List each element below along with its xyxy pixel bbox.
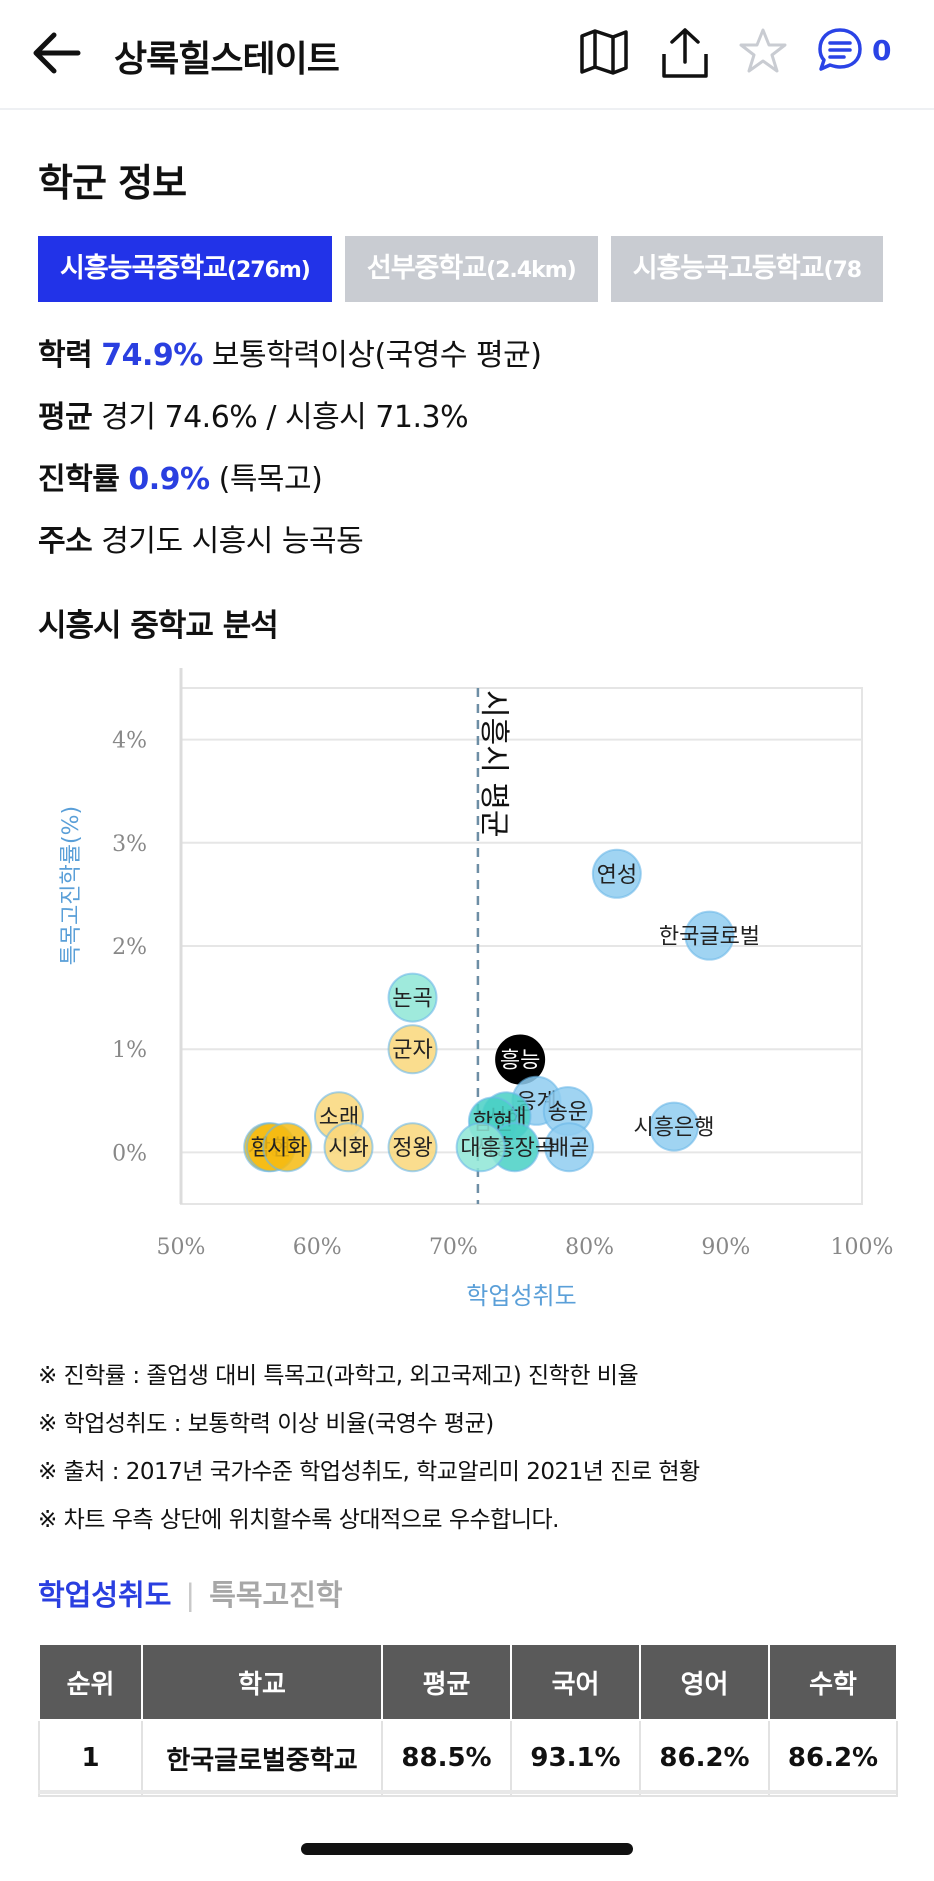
average-row: 평균 경기 74.6% / 시흥시 71.3% [38, 392, 469, 436]
school-info-title: 학군 정보 [38, 161, 187, 205]
data-point-label: 한국글로벌 [659, 925, 760, 950]
comment-count[interactable]: 0 [872, 34, 892, 67]
advance-desc: (특목고) [218, 462, 323, 497]
data-point-label: 시화 [267, 1136, 307, 1161]
comment-icon[interactable] [816, 26, 864, 74]
x-axis-label: 학업성취도 [466, 1282, 576, 1310]
data-point-label: 연성 [597, 863, 637, 888]
ranking-subtabs: 학업성취도 | 특목고진학 [38, 1572, 343, 1614]
address-row: 주소 경기도 시흥시 능곡동 [38, 516, 364, 560]
header-rank[interactable]: 순위 [38, 1643, 143, 1721]
school-tabs: 시흥능곡중학교(276m) 선부중학교(2.4km) 시흥능곡고등학교(78 [38, 236, 896, 302]
data-point-label: 흥능 [500, 1049, 540, 1074]
x-tick-label: 90% [701, 1235, 750, 1260]
table-header-row: 순위 학교 평균 국어 영어 수학 [38, 1643, 898, 1721]
data-point [544, 1122, 595, 1173]
y-tick-label: 3% [112, 832, 147, 857]
header-math[interactable]: 수학 [768, 1643, 898, 1721]
data-point [455, 1122, 506, 1173]
cell-school: 한국글로벌중학교 [141, 1719, 383, 1797]
header-korean[interactable]: 국어 [510, 1643, 641, 1721]
header-english[interactable]: 영어 [639, 1643, 770, 1721]
back-arrow-icon[interactable] [30, 28, 84, 78]
data-point [323, 1122, 374, 1173]
header-average[interactable]: 평균 [381, 1643, 512, 1721]
cell-average: 88.5% [381, 1719, 512, 1797]
achievement-label: 학력 [38, 338, 93, 373]
note-source: ※ 출처 : 2017년 국가수준 학업성취도, 학교알리미 2021년 진로 … [38, 1459, 700, 1485]
header-school[interactable]: 학교 [141, 1643, 383, 1721]
address-label: 주소 [38, 524, 93, 559]
data-point [262, 1122, 313, 1173]
table-row[interactable]: 1 한국글로벌중학교 88.5% 93.1% 86.2% 86.2% [38, 1719, 898, 1797]
data-point-label: 시화 [328, 1136, 368, 1161]
x-tick-label: 70% [429, 1235, 478, 1260]
note-advance-rate: ※ 진학률 : 졸업생 대비 특목고(과학고, 외고국제고) 진학한 비율 [38, 1363, 639, 1389]
data-point-label: 배곧 [549, 1136, 589, 1161]
advance-value: 0.9% [128, 462, 210, 497]
cell-rank: 1 [38, 1719, 143, 1797]
achievement-row: 학력 74.9% 보통학력이상(국영수 평균) [38, 330, 542, 374]
data-point-label: 논곡 [392, 987, 432, 1012]
x-tick-label: 50% [157, 1235, 206, 1260]
app-header: 상록힐스테이트 0 [0, 0, 934, 110]
y-axis-label: 특목고진학률(%) [59, 806, 84, 966]
note-achievement: ※ 학업성취도 : 보통학력 이상 비율(국영수 평균) [38, 1411, 494, 1437]
page-title: 상록힐스테이트 [114, 39, 340, 80]
data-point-label: 송운 [548, 1100, 588, 1125]
data-point [684, 910, 735, 961]
average-reference-label: 시흥시 평균 [476, 690, 511, 838]
x-tick-label: 80% [565, 1235, 614, 1260]
data-point-label: 시흥은행 [634, 1116, 715, 1141]
advance-label: 진학률 [38, 462, 120, 497]
home-indicator [301, 1843, 633, 1855]
y-tick-label: 1% [112, 1038, 147, 1063]
subtab-divider: | [185, 1578, 196, 1612]
data-point [387, 1122, 438, 1173]
average-label: 평균 [38, 400, 93, 435]
achievement-desc: 보통학력이상(국영수 평균) [211, 338, 542, 373]
note-chart-hint: ※ 차트 우측 상단에 위치할수록 상대적으로 우수합니다. [38, 1507, 559, 1533]
data-point-label: 정왕 [392, 1136, 432, 1161]
analysis-title: 시흥시 중학교 분석 [38, 608, 279, 644]
map-icon[interactable] [578, 26, 630, 78]
data-point [387, 972, 438, 1023]
scatter-chart: 0% 1% 2% 3% 4% 50% 60% 70% 80% 90% 100% 특목고진학률(%) 학업… [59, 668, 894, 1310]
y-tick-label: 4% [112, 729, 147, 754]
advance-row: 진학률 0.9% (특목고) [38, 454, 323, 498]
cell-math: 86.2% [768, 1719, 898, 1797]
table-next-row-edge [38, 1790, 896, 1794]
x-tick-label: 100% [831, 1235, 894, 1260]
data-point-label: 군자 [392, 1038, 432, 1063]
cell-english: 86.2% [639, 1719, 770, 1797]
cell-korean: 93.1% [510, 1719, 641, 1797]
data-point [591, 848, 642, 899]
address-value: 경기도 시흥시 능곡동 [101, 524, 364, 559]
star-icon[interactable] [738, 26, 788, 76]
school-tab[interactable]: 시흥능곡중학교(276m) [38, 236, 332, 302]
average-value: 경기 74.6% / 시흥시 71.3% [101, 400, 469, 435]
x-tick-label: 60% [293, 1235, 342, 1260]
data-point-label: 대흥 [460, 1136, 500, 1161]
y-tick-label: 0% [112, 1141, 147, 1166]
school-tab[interactable]: 시흥능곡고등학교(78 [610, 236, 884, 302]
data-point [649, 1101, 700, 1152]
subtab-achievement[interactable]: 학업성취도 [38, 1578, 172, 1612]
school-tab[interactable]: 선부중학교(2.4km) [344, 236, 598, 302]
achievement-value: 74.9% [101, 338, 203, 373]
data-point [387, 1024, 438, 1075]
subtab-special-school[interactable]: 특목고진학 [209, 1578, 343, 1612]
share-icon[interactable] [660, 26, 710, 80]
ranking-table: 순위 학교 평균 국어 영어 수학 1 한국글로벌중학교 88.5% 93.1%… [38, 1643, 898, 1797]
y-tick-label: 2% [112, 935, 147, 960]
